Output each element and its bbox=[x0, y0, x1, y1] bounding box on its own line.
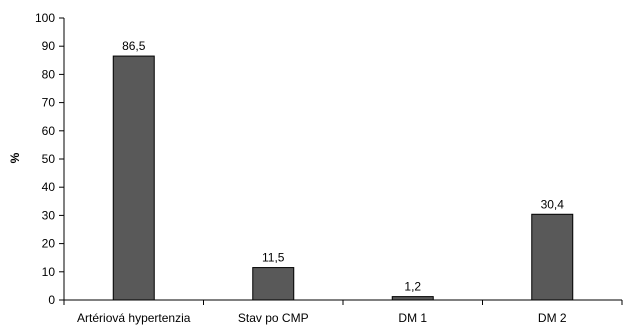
bars-group bbox=[64, 56, 622, 305]
y-tick-label: 100 bbox=[35, 11, 55, 25]
bar-3 bbox=[392, 297, 433, 300]
y-tick-label: 40 bbox=[42, 180, 56, 194]
y-tick-label: 90 bbox=[42, 39, 56, 53]
y-axis-label: % bbox=[8, 152, 22, 163]
y-ticks-group: 0 10 20 30 40 50 60 70 80 90 100 bbox=[35, 11, 64, 307]
x-category-label: Stav po CMP bbox=[238, 311, 309, 325]
bar-2 bbox=[253, 268, 294, 300]
x-category-label: Artériová hypertenzia bbox=[77, 311, 191, 325]
y-tick-label: 10 bbox=[42, 265, 56, 279]
y-tick-label: 0 bbox=[48, 293, 55, 307]
x-category-label: DM 1 bbox=[398, 311, 427, 325]
y-tick-label: 30 bbox=[42, 208, 56, 222]
y-tick-label: 20 bbox=[42, 237, 56, 251]
y-tick-label: 70 bbox=[42, 96, 56, 110]
y-tick-label: 50 bbox=[42, 152, 56, 166]
data-label: 1,2 bbox=[404, 280, 421, 294]
y-tick-label: 80 bbox=[42, 67, 56, 81]
bar-1 bbox=[113, 56, 154, 300]
x-category-label: DM 2 bbox=[538, 311, 567, 325]
data-label: 86,5 bbox=[122, 39, 146, 53]
bar-4 bbox=[532, 214, 573, 300]
y-tick-label: 60 bbox=[42, 124, 56, 138]
data-label: 30,4 bbox=[541, 197, 565, 211]
data-label: 11,5 bbox=[262, 251, 285, 265]
